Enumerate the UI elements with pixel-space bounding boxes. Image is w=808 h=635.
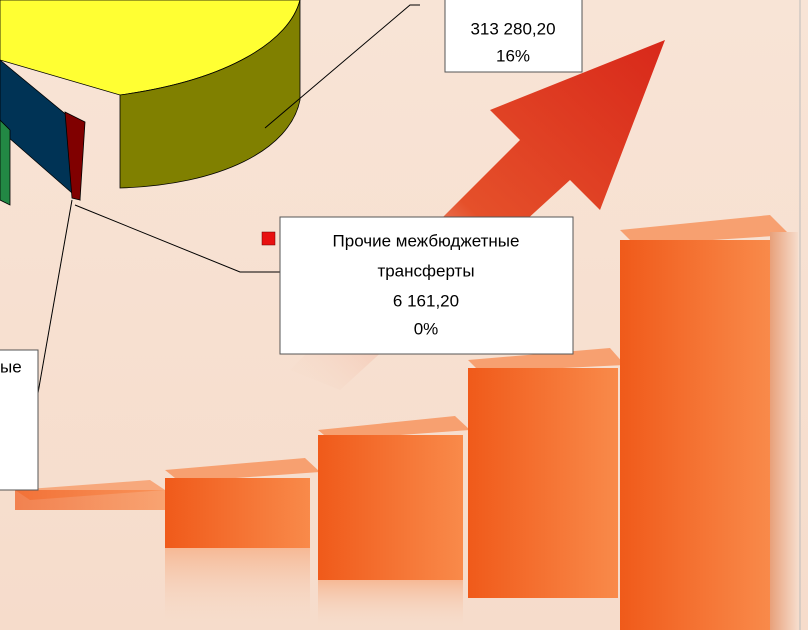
callout-label: ые [0, 357, 22, 376]
callout-box [0, 349, 39, 491]
callout-percent: 0% [414, 319, 439, 338]
callout-value: 6 161,20 [393, 291, 459, 310]
bars [15, 215, 798, 630]
legend-key [261, 231, 276, 246]
callout-box [279, 216, 574, 355]
callout-percent: 16% [496, 46, 530, 65]
callout-box [444, 0, 583, 73]
callout-label: трансферты [377, 261, 474, 280]
callout-label: Прочие межбюджетные [333, 231, 520, 250]
leader-lines [34, 4, 420, 411]
pie [0, 0, 301, 206]
callout-value: 313 280,20 [470, 19, 555, 38]
